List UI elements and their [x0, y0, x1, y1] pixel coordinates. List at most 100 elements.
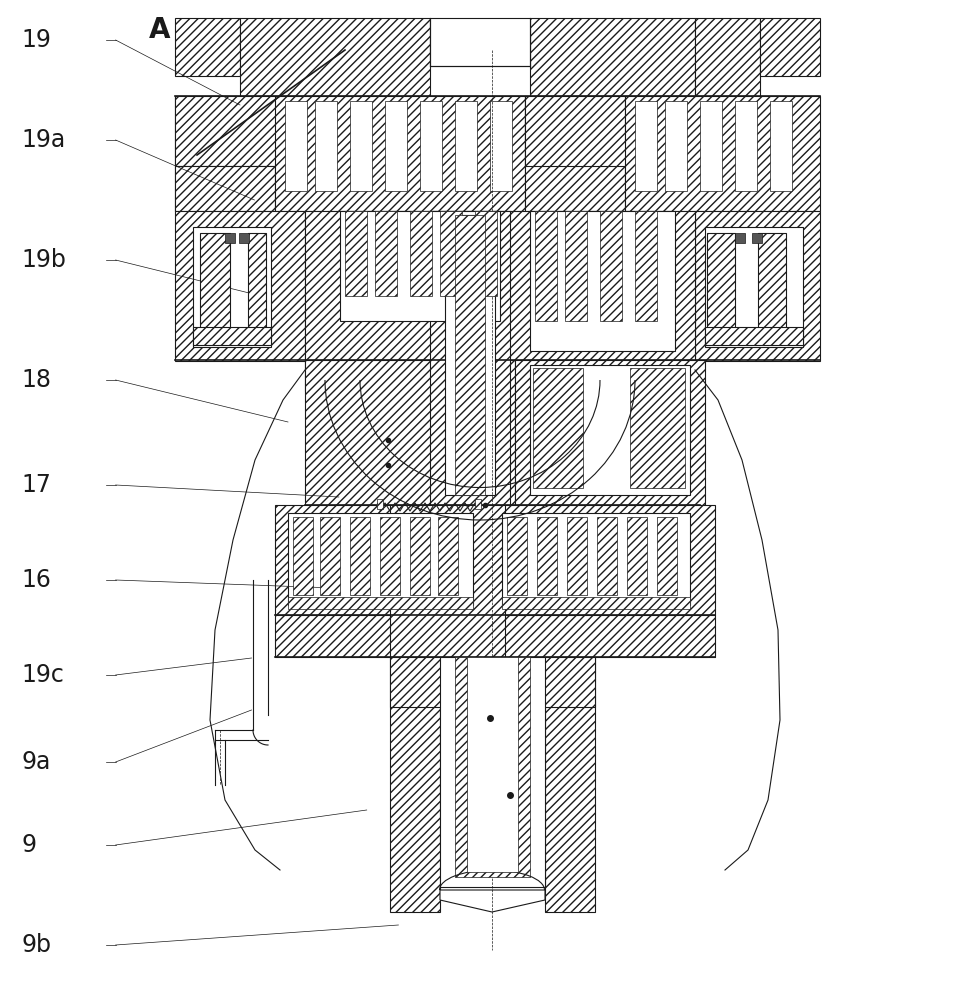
Bar [530, 365, 690, 495]
Bar [657, 517, 677, 595]
Bar [533, 368, 583, 488]
Bar [193, 327, 271, 345]
Bar [305, 360, 515, 505]
Text: 19b: 19b [21, 248, 66, 272]
Bar [467, 657, 518, 872]
Bar [420, 101, 442, 191]
Bar [525, 96, 655, 166]
Bar [320, 517, 340, 595]
Text: 18: 18 [21, 368, 51, 392]
Bar [630, 368, 685, 488]
Bar [410, 211, 432, 296]
Bar [377, 499, 383, 509]
Bar [735, 233, 745, 243]
Bar [490, 505, 715, 615]
Bar [175, 96, 305, 166]
Bar [635, 211, 657, 321]
Bar [502, 513, 690, 605]
Bar [490, 101, 512, 191]
Bar [200, 233, 230, 338]
Text: 9a: 9a [21, 750, 51, 774]
Bar [175, 211, 305, 361]
Bar [410, 517, 430, 595]
Bar [248, 233, 266, 338]
Bar [507, 517, 527, 595]
Bar [275, 505, 525, 615]
Bar [695, 211, 820, 361]
Text: 19a: 19a [21, 128, 65, 152]
Bar [350, 101, 372, 191]
Bar [705, 327, 803, 345]
Bar [285, 101, 307, 191]
Bar [390, 657, 440, 912]
Bar [440, 211, 462, 296]
Bar [537, 517, 557, 595]
Bar [525, 96, 625, 211]
Bar [597, 517, 617, 595]
Bar [625, 96, 820, 211]
Bar [455, 657, 530, 877]
Bar [175, 166, 275, 211]
Text: 9b: 9b [21, 933, 51, 957]
Bar [225, 233, 235, 243]
Bar [239, 233, 249, 243]
Text: A: A [149, 16, 170, 44]
Text: 9: 9 [21, 833, 36, 857]
Bar [502, 597, 690, 609]
Bar [430, 18, 530, 66]
Bar [700, 101, 722, 191]
Bar [175, 96, 275, 211]
Bar [375, 211, 397, 296]
Bar [315, 101, 337, 191]
Polygon shape [440, 890, 545, 912]
Bar [530, 18, 695, 96]
Bar [288, 513, 473, 605]
Bar [455, 101, 477, 191]
Bar [475, 211, 497, 296]
Bar [752, 233, 762, 243]
Bar [635, 101, 657, 191]
Bar [440, 657, 545, 887]
Bar [515, 360, 705, 505]
Bar [770, 101, 792, 191]
Bar [340, 211, 500, 321]
Bar [438, 517, 458, 595]
Bar [475, 499, 481, 509]
Bar [567, 517, 587, 595]
Bar [535, 211, 557, 321]
Bar [565, 211, 587, 321]
Bar [545, 657, 595, 912]
Bar [445, 215, 495, 495]
Bar [293, 517, 313, 595]
Text: 17: 17 [21, 473, 51, 497]
Bar [707, 233, 735, 338]
Text: 16: 16 [21, 568, 51, 592]
Bar [193, 227, 271, 347]
Bar [760, 18, 820, 76]
Bar [705, 227, 803, 347]
Bar [175, 18, 240, 76]
Bar [350, 517, 370, 595]
Bar [345, 211, 367, 296]
Bar [665, 101, 687, 191]
Bar [758, 233, 786, 338]
Bar [390, 657, 595, 707]
Bar [625, 96, 705, 141]
Bar [600, 211, 622, 321]
Bar [385, 101, 407, 191]
Bar [430, 211, 510, 505]
Bar [275, 96, 525, 211]
Bar [695, 18, 760, 96]
Text: 19c: 19c [21, 663, 64, 687]
Bar [390, 505, 505, 657]
Bar [735, 101, 757, 191]
Bar [305, 211, 695, 391]
Bar [530, 211, 675, 351]
Bar [627, 517, 647, 595]
Bar [240, 18, 430, 96]
Bar [455, 215, 485, 495]
Text: 19: 19 [21, 28, 51, 52]
Bar [275, 615, 715, 657]
Bar [380, 517, 400, 595]
Bar [288, 597, 473, 609]
